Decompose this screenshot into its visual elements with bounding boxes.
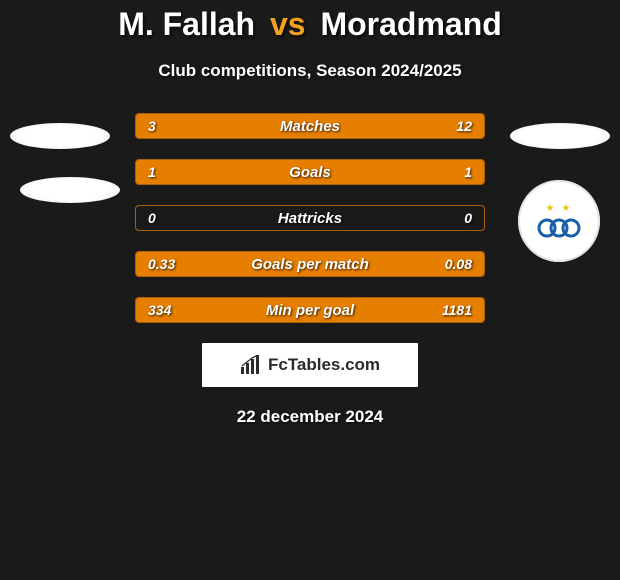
- page-title: M. Fallah vs Moradmand: [0, 0, 620, 43]
- player2-name: Moradmand: [320, 6, 501, 42]
- stat-row: 11Goals: [135, 159, 485, 185]
- player2-badge-top: [510, 123, 610, 149]
- bar-chart-icon: [240, 355, 262, 375]
- player1-badge-top: [10, 123, 110, 149]
- stat-label: Min per goal: [136, 298, 484, 322]
- stat-row: 312Matches: [135, 113, 485, 139]
- stat-row: 00Hattricks: [135, 205, 485, 231]
- brand-text: FcTables.com: [268, 355, 380, 375]
- player2-club-badge: ★ ★: [518, 180, 600, 262]
- stat-label: Hattricks: [136, 206, 484, 230]
- subtitle: Club competitions, Season 2024/2025: [0, 61, 620, 81]
- stat-label: Goals per match: [136, 252, 484, 276]
- star-icon: ★ ★: [546, 203, 573, 214]
- stat-row: 3341181Min per goal: [135, 297, 485, 323]
- stat-label: Matches: [136, 114, 484, 138]
- stat-label: Goals: [136, 160, 484, 184]
- vs-label: vs: [270, 6, 306, 42]
- player1-name: M. Fallah: [118, 6, 255, 42]
- player1-badge-bottom: [20, 177, 120, 203]
- date-text: 22 december 2024: [0, 407, 620, 427]
- stat-row: 0.330.08Goals per match: [135, 251, 485, 277]
- rings-icon: [536, 216, 582, 240]
- brand-box: FcTables.com: [202, 343, 418, 387]
